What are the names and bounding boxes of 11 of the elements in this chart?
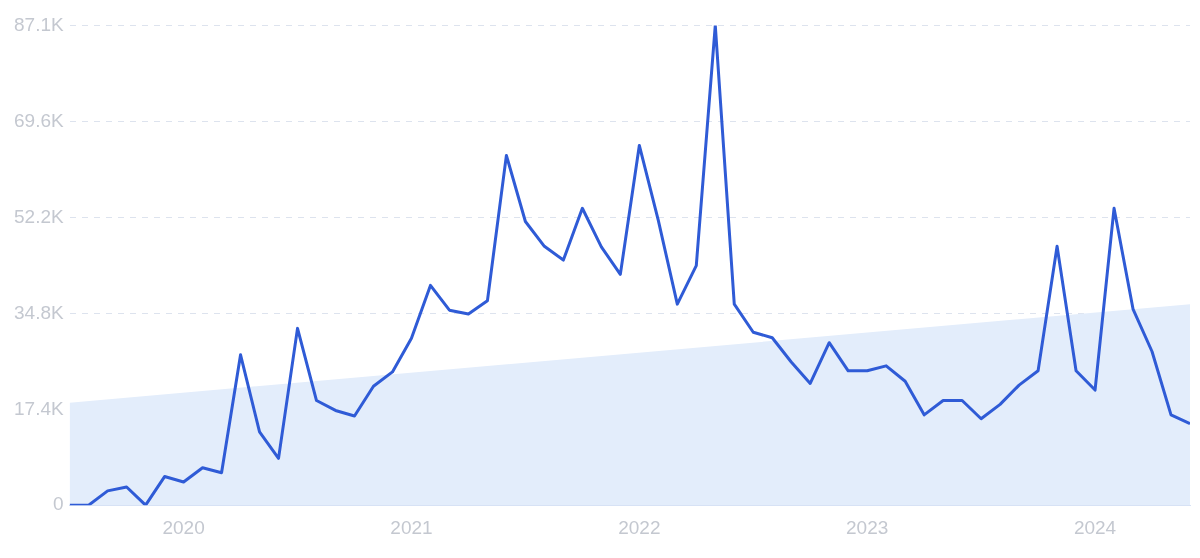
y-tick-label: 87.1K — [14, 13, 64, 35]
x-tick-label: 2023 — [846, 516, 889, 538]
x-tick-label: 2024 — [1073, 516, 1117, 538]
y-tick-label: 17.4K — [14, 397, 64, 419]
x-tick-label: 2020 — [162, 516, 205, 538]
y-tick-label: 69.6K — [14, 110, 64, 132]
y-tick-label: 0 — [53, 493, 64, 515]
x-tick-label: 2022 — [618, 516, 661, 538]
x-tick-label: 2021 — [390, 516, 433, 538]
y-tick-label: 52.2K — [14, 205, 64, 227]
y-tick-label: 34.8K — [14, 301, 64, 323]
